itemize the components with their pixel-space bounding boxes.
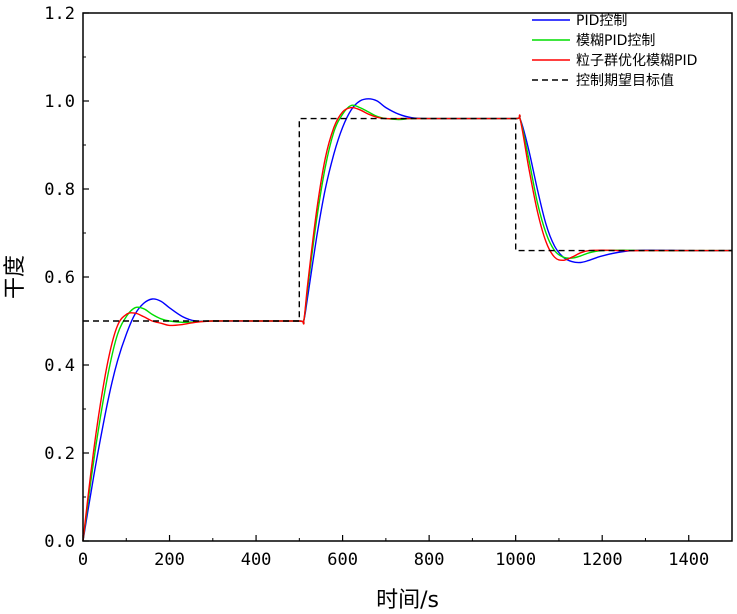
x-tick-label: 200 [154, 550, 185, 570]
axes [82, 12, 733, 542]
x-tick-label: 1200 [582, 550, 623, 570]
y-tick-label: 1.0 [44, 92, 75, 112]
y-tick-label: 0.4 [44, 356, 75, 376]
x-tick-label: 0 [78, 550, 88, 570]
legend-label-4: 控制期望目标值 [576, 73, 674, 89]
series-line-4 [83, 117, 732, 322]
series-group [82, 98, 733, 542]
plot-frame [82, 12, 733, 542]
y-tick-label: 0.0 [44, 532, 75, 552]
x-tick-label: 600 [327, 550, 358, 570]
y-axis-title: 干度 [3, 255, 28, 299]
x-axis-ticks: 0 200 400 600 800 1000 1200 1400 [78, 535, 709, 570]
legend-label-1: PID控制 [576, 13, 627, 29]
x-tick-label: 1000 [495, 550, 536, 570]
x-tick-label: 400 [241, 550, 272, 570]
series-line-2 [82, 104, 732, 542]
y-axis-ticks: 0.0 0.2 0.4 0.6 0.8 1.0 1.2 [44, 4, 89, 552]
x-tick-label: 1400 [668, 550, 709, 570]
series-line-3 [82, 106, 732, 542]
legend-label-2: 模糊PID控制 [576, 33, 655, 49]
y-tick-label: 0.2 [44, 444, 75, 464]
x-axis-title: 时间/s [376, 588, 439, 613]
x-tick-label: 800 [414, 550, 445, 570]
y-tick-label: 1.2 [44, 4, 75, 24]
series-line-1 [82, 98, 733, 542]
y-tick-label: 0.8 [44, 180, 75, 200]
legend-label-3: 粒子群优化模糊PID [576, 53, 697, 69]
y-tick-label: 0.6 [44, 268, 75, 288]
